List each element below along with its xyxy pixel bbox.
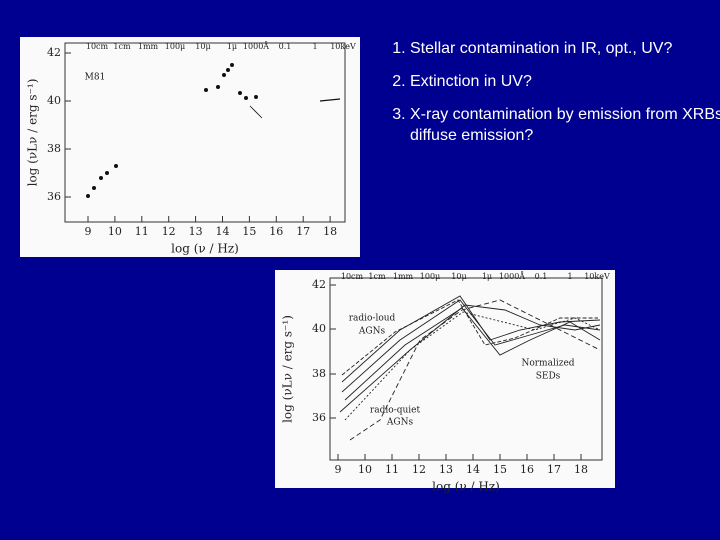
x-tick-label: 10 (358, 463, 372, 476)
top-axis-label: 1000Å (243, 42, 269, 51)
top-axis-label: 1mm (393, 272, 414, 281)
y-tick-label: 42 (47, 46, 61, 59)
top-axis-label: 10μ (195, 42, 210, 51)
top-axis-label: 1cm (113, 42, 131, 51)
top-axis-label: 1 (567, 272, 572, 281)
x-tick-label: 17 (296, 225, 310, 238)
x-tick-label: 13 (439, 463, 453, 476)
top-axis-label: 10cm (86, 42, 109, 51)
x-tick-label: 15 (242, 225, 256, 238)
top-axis-label: 1cm (368, 272, 386, 281)
figure-panel (275, 270, 615, 488)
y-tick-label: 40 (47, 94, 61, 107)
annotation: Normalized (521, 359, 574, 369)
x-tick-label: 14 (466, 463, 480, 476)
y-tick-label: 36 (47, 190, 61, 203)
x-tick-label: 11 (385, 463, 399, 476)
x-tick-label: 16 (269, 225, 283, 238)
x-tick-label: 16 (520, 463, 534, 476)
top-axis-label: 0.1 (279, 42, 292, 51)
x-tick-label: 9 (335, 463, 342, 476)
plot-frame (329, 277, 603, 461)
sed-points (86, 63, 341, 198)
annotation: SEDs (536, 372, 561, 382)
top-axis-label: 1μ (227, 42, 237, 51)
x-tick-label: 9 (85, 225, 92, 238)
top-axis-label: 1000Å (499, 272, 525, 281)
x-tick-label: 17 (547, 463, 561, 476)
y-tick-label: 36 (312, 411, 326, 424)
x-tick-label: 10 (108, 225, 122, 238)
annotation: M81 (85, 73, 106, 83)
y-tick-label: 40 (312, 322, 326, 335)
figure-panel (20, 37, 360, 257)
x-tick-label: 18 (574, 463, 588, 476)
x-tick-label: 12 (412, 463, 426, 476)
top-axis-label: 0.1 (535, 272, 548, 281)
annotation: AGNs (386, 418, 414, 428)
top-axis-label: 10keV (584, 272, 610, 281)
x-tick-label: 13 (189, 225, 203, 238)
bullet-list: Stellar contamination in IR, opt., UV? E… (385, 38, 720, 158)
top-axis-label: 100μ (165, 42, 185, 51)
top-axis-label: 10cm (341, 272, 364, 281)
annotation: radio-loud (349, 314, 396, 324)
top-axis-label: 1μ (482, 272, 492, 281)
x-axis-label: log (ν / Hz) (171, 242, 239, 256)
y-tick-label: 38 (312, 367, 326, 380)
y-axis-label: log (νLν / erg s⁻¹) (26, 79, 40, 187)
y-axis-label: log (νLν / erg s⁻¹) (281, 315, 295, 423)
x-tick-label: 18 (323, 225, 337, 238)
top-axis-label: 1 (312, 42, 317, 51)
x-tick-label: 15 (493, 463, 507, 476)
x-axis-label: log (ν / Hz) (432, 480, 500, 494)
annotation: AGNs (358, 327, 386, 337)
top-axis-label: 1mm (138, 42, 159, 51)
top-axis-label: 10μ (451, 272, 466, 281)
top-axis-label: 100μ (420, 272, 440, 281)
top-axis-label: 10keV (330, 42, 356, 51)
x-tick-label: 11 (135, 225, 149, 238)
bullet-item: Extinction in UV? (410, 71, 720, 92)
bullet-item: X-ray contamination by emission from XRB… (410, 104, 720, 146)
bullet-item: Stellar contamination in IR, opt., UV? (410, 38, 720, 59)
annotation: radio-quiet (370, 406, 421, 416)
x-tick-label: 12 (162, 225, 176, 238)
x-tick-label: 14 (216, 225, 230, 238)
y-tick-label: 42 (312, 278, 326, 291)
plot-frame (64, 42, 346, 223)
y-tick-label: 38 (47, 142, 61, 155)
sed-curves (339, 295, 601, 441)
